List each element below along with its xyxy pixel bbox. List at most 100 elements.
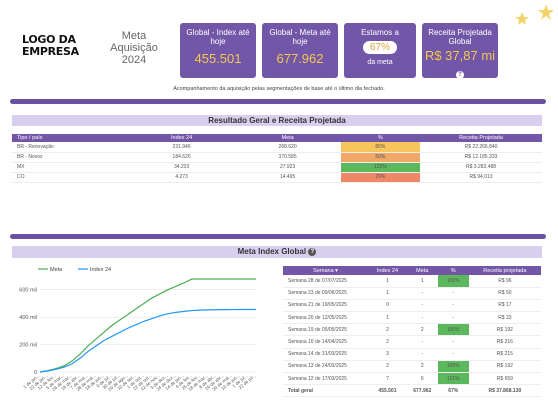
cell-receita: R$ 50 [468,287,541,300]
table-row[interactable]: Semana 23 de 09/06/2025 1- - R$ 50 [283,287,541,300]
cell-semana: Semana 12 de 17/03/2025 [283,372,369,386]
cell-meta: 2 [406,323,438,337]
cell-receita: R$ 659 [468,372,541,386]
cell-receita: R$ 17 [468,299,541,313]
series-line-meta [39,278,256,373]
cell-index: 3 [368,348,407,361]
col-index[interactable]: Index 24 [368,266,407,275]
table-row[interactable]: Semana 21 de 19/05/2025 0- - R$ 17 [283,299,541,313]
cell-index: 2 [368,360,407,374]
col-percent[interactable]: % [340,134,421,142]
y-tick-label: 0 [34,370,37,376]
stars-decoration-icon [515,4,554,25]
cell-percent: 29% [340,172,421,183]
cell-meta: - [406,348,438,361]
cell-meta: 14.495 [234,172,341,183]
col-receita[interactable]: Receita projetada [468,266,541,275]
cell-receita: R$ 22.266.840 [420,142,542,153]
table-row[interactable]: CO 4.273 14.495 29% R$ 94.013 [12,172,542,183]
page-subtitle: Acompanhamento da aquisição pelas segmen… [173,86,385,92]
kpi-label: Receita Projetada Global [428,28,492,46]
col-meta[interactable]: Meta [406,266,438,275]
col-percent[interactable]: % [437,266,469,275]
cell-percent: 100% [437,360,469,374]
table-total-row: Total geral 455.501 677.962 67% R$ 37.868.13… [283,384,541,398]
table-row[interactable]: MX 34.203 27.923 122% R$ 3.283.488 [12,162,542,173]
kpi-card-meta: Global - Meta até hoje 677.962 [262,23,338,78]
cell-meta: 370.585 [234,152,341,163]
col-meta[interactable]: Meta [234,134,341,142]
cell-receita: R$ 12.185.333 [420,152,542,163]
series-line-index-24 [39,308,256,373]
section-title-results: Resultado Geral e Receita Projetada [12,115,542,126]
cell-meta: - [406,287,438,300]
cell-semana: Semana 20 de 12/05/2025 [283,311,369,325]
cell-percent: 86% [340,142,421,153]
kpi-sublabel: da meta [367,59,393,66]
cell-receita: R$ 3.283.488 [420,162,542,173]
table-row[interactable]: Semana 12 de 17/03/2025 7 6 121% R$ 659 [283,372,541,386]
col-tipo[interactable]: Tipo / país [12,134,129,142]
help-icon[interactable]: ? [308,247,317,256]
section-title-meta-index: Meta Index Global ? [12,246,542,258]
cell-index: 1 [368,287,407,300]
kpi-card-revenue: Receita Projetada Global R$ 37,87 mi ? [422,23,498,79]
kpi-card-index: Global - Index até hoje 455.501 [180,23,256,78]
col-semana[interactable]: Semana ▾ [283,266,369,275]
weekly-table: Semana ▾ Index 24 Meta % Receita projeta… [283,266,541,398]
cell-meta: 268.620 [234,142,341,153]
cell-tipo: BR - Renovação [12,142,129,153]
cell-percent: 122% [340,162,421,173]
kpi-label: Global - Index até hoje [186,28,250,46]
cell-meta: 6 [406,372,438,386]
table-row[interactable]: BR - Novos 184.626 370.585 50% R$ 12.185.333 [12,152,542,163]
divider [10,234,546,239]
cell-tipo: BR - Novos [12,152,129,163]
y-tick-label: 200 mil [19,343,37,349]
cell-receita: R$ 192 [468,360,541,374]
table-row[interactable]: Semana 14 de 31/03/2025 3- - R$ 215 [283,348,541,361]
cell-tipo: CO [12,172,129,183]
cell-index: 0 [368,299,407,313]
cell-semana: Total geral [283,384,369,398]
cell-receita: R$ 37.868.130 [468,384,541,398]
cell-receita: R$ 192 [468,323,541,337]
cell-index: 231.946 [128,142,235,153]
cell-meta: 2 [406,360,438,374]
table-row[interactable]: Semana 19 de 05/05/2025 2 2 100% R$ 192 [283,323,541,337]
cell-percent: - [437,287,469,300]
cell-semana: Semana 14 de 31/03/2025 [283,348,369,361]
cell-receita: R$ 215 [468,348,541,361]
cell-index: 1 [368,275,407,288]
cell-index: 184.626 [128,152,235,163]
col-receita[interactable]: Receita Projetada [420,134,542,142]
cell-index: 4.273 [128,172,235,183]
table-row[interactable]: BR - Renovação 231.946 268.620 86% R$ 22.266… [12,142,542,153]
table-row[interactable]: Semana 13 de 24/03/2025 2 2 100% R$ 192 [283,360,541,374]
cell-semana: Semana 19 de 05/05/2025 [283,323,369,337]
cell-index: 2 [368,335,407,349]
kpi-label: Global - Meta até hoje [269,28,331,46]
table-row[interactable]: Semana 20 de 12/05/2025 1- - R$ 33 [283,311,541,325]
table-row[interactable]: Semana 16 de 14/04/2025 2- - R$ 216 [283,335,541,349]
table-row[interactable]: Semana 28 de 07/07/2025 1 1 100% R$ 96 [283,275,541,288]
cell-receita: R$ 216 [468,335,541,349]
cell-percent: 121% [437,372,469,386]
cell-semana: Semana 21 de 19/05/2025 [283,299,369,313]
kpi-value: 67% [362,41,397,54]
y-tick-label: 600 mil [19,288,37,294]
kpi-value: 677.962 [276,51,324,66]
kpi-value: R$ 37,87 mi [424,48,496,63]
legend-label: Meta [50,267,63,273]
company-logo: LOGO DA EMPRESA [22,33,79,58]
help-icon[interactable]: ? [456,71,464,79]
cell-percent: 100% [437,323,469,337]
cell-meta: - [406,311,438,325]
kpi-label: Estamos a [361,28,399,37]
cell-percent: 50% [340,152,421,163]
cell-meta: - [406,335,438,349]
cell-meta: - [406,299,438,313]
col-index[interactable]: Index 24 [128,134,235,142]
legend-label: Index 24 [90,267,111,273]
